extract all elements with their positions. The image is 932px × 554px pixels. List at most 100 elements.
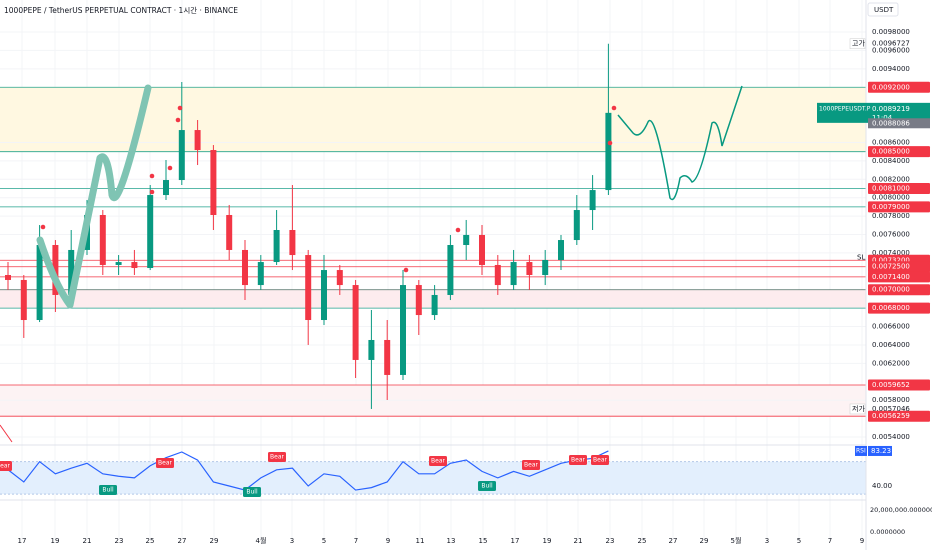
symbol-label: 1000PEPEUSDT.P [819, 105, 871, 112]
high_marker-tag: 고가 [852, 39, 865, 48]
y-tick-label: 0.0094000 [872, 65, 910, 73]
level-label: 0.0085000 [872, 148, 910, 156]
level-label: 0.0079000 [872, 203, 910, 211]
candle-body [99, 214, 106, 265]
x-tick-label: 13 [447, 537, 456, 545]
y-tick-label: 0.0066000 [872, 323, 910, 331]
x-tick-label: 23 [115, 537, 124, 545]
candle-body [352, 285, 359, 360]
candle-body [210, 150, 217, 215]
level-label-bg [868, 379, 930, 391]
x-tick-label: 25 [146, 537, 155, 545]
candle-body [479, 234, 485, 265]
candle-body [431, 294, 438, 316]
axis-layer: 17 19 21 23 25 27 29 4월 3 5 7 9 11 13 15 17 19 21 23 25 27 29… [18, 28, 932, 545]
y-tick-label: 0.0074000 [872, 249, 910, 257]
candle-body [336, 270, 343, 286]
currency-label[interactable]: USDT [874, 6, 894, 14]
rsi-signal-bg [478, 481, 496, 491]
candle-body [573, 210, 580, 241]
currency-button[interactable] [867, 2, 899, 17]
x-tick-label: 4월 [256, 536, 267, 545]
rsi-tick-label: 40.00 [872, 482, 892, 490]
candle-body [257, 262, 264, 286]
candle-body [415, 285, 422, 316]
level-label: 0.0068000 [872, 304, 910, 312]
x-tick-label: 7 [828, 537, 832, 545]
low_marker-tag-bg [849, 403, 866, 415]
candle-body [163, 180, 169, 196]
rsi-signal-bg [243, 487, 261, 497]
drawing-projection [617, 85, 743, 201]
prev-price-bg [868, 118, 930, 129]
y-tick-label: 0.0054000 [872, 433, 910, 441]
y-tick-label: 0.0076000 [872, 231, 910, 239]
y-tick-label: 0.0062000 [872, 359, 910, 367]
x-tick-label: 29 [210, 537, 219, 545]
level-label: 0.0056259 [872, 412, 910, 420]
x-tick-label: 7 [354, 537, 358, 545]
candle-body [510, 262, 517, 286]
prev-price-label: 0.0088086 [872, 119, 910, 127]
candle-body [494, 264, 501, 286]
candle-body [242, 249, 248, 286]
x-tick-label: 3 [765, 537, 769, 545]
candle-body [68, 249, 75, 295]
candle-body [194, 130, 201, 151]
y-tick-label: 0.0086000 [872, 138, 910, 146]
candle-body [368, 339, 375, 360]
candle-body [226, 214, 233, 250]
high_marker-tag-bg [849, 38, 866, 49]
candle-body [463, 234, 470, 246]
candle-body [384, 339, 391, 375]
x-tick-label: 21 [83, 537, 92, 545]
x-tick-label: 21 [574, 537, 583, 545]
rsi-signal: Bear [158, 460, 172, 467]
x-tick-label: 9 [386, 537, 390, 545]
drawing-line [0, 424, 13, 443]
rsi-signal-bg [156, 458, 174, 468]
level-label-bg [868, 261, 930, 273]
level-label: 0.0092000 [872, 83, 910, 91]
rsi-signal: Bull [246, 489, 258, 496]
candle-body [542, 260, 549, 276]
level-label-bg [868, 410, 930, 422]
x-tick-label: 5 [322, 537, 326, 545]
level-label-bg [868, 201, 930, 213]
x-tick-label: 3 [290, 537, 294, 545]
x-tick-label: 17 [18, 537, 27, 545]
candle-body [20, 279, 27, 321]
y-tick-label: 0.0098000 [872, 28, 910, 36]
candle-body [289, 230, 296, 256]
rsi-last-label: 83.23 [871, 447, 891, 455]
rsi-signal: Bear [571, 457, 585, 464]
rsi-name-bg [855, 445, 867, 456]
level-label: 0.0072500 [872, 263, 910, 271]
candle-body [558, 240, 564, 261]
candle-body [147, 195, 154, 269]
level-label-bg [868, 302, 930, 314]
candle-body [605, 112, 612, 191]
level-label-bg [868, 146, 930, 158]
y-tick-label: 0.0084000 [872, 157, 910, 165]
rsi-signal-bg [569, 455, 587, 465]
level-label-bg [868, 81, 930, 93]
candle-body [131, 262, 138, 269]
last-price-label: 0.0089219 [872, 105, 910, 113]
rsi-signal: Bear [593, 457, 607, 464]
level-label: 0.0081000 [872, 184, 910, 192]
y-tick-label: 0.0096000 [872, 46, 910, 54]
rsi-signal-bg [0, 461, 12, 471]
candle-body [178, 130, 185, 181]
rsi-signal: Bull [102, 487, 114, 494]
x-tick-label: 25 [638, 537, 647, 545]
x-tick-label: 19 [51, 537, 60, 545]
rsi-name: RSI [856, 447, 866, 454]
volume-tick-label: 20,000,000.0000000 [870, 506, 932, 514]
x-tick-label: 17 [511, 537, 520, 545]
level-label-bg [868, 271, 930, 283]
y-tick-label: 0.0080000 [872, 194, 910, 202]
candle-body [273, 230, 280, 263]
candle-body [321, 270, 327, 321]
y-tick-label: 0.0078000 [872, 212, 910, 220]
